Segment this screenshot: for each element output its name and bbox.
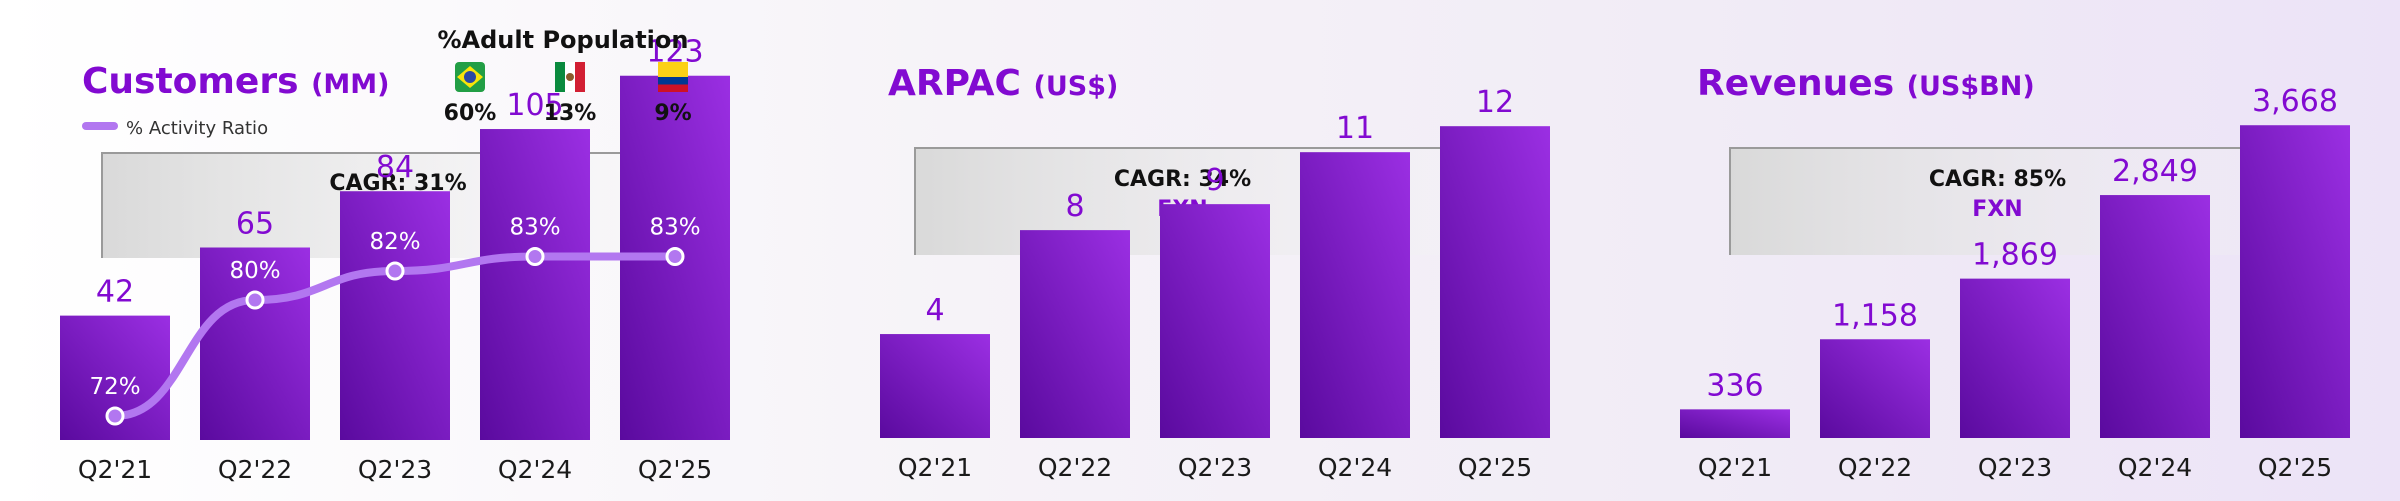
category-tick-label: Q2'25 — [638, 455, 712, 484]
chart-title: ARPAC (US$) — [888, 63, 1118, 104]
bar-3 — [340, 191, 450, 440]
customers-chart: Customers (MM) CAGR: 31% 42 Q2'21 65 Q2'22 84 Q… — [0, 0, 800, 501]
cagr-note: FXN — [1972, 197, 2022, 222]
chart-title-text: ARPAC — [888, 63, 1033, 104]
bar-2 — [1820, 339, 1930, 438]
bar-4 — [2100, 195, 2210, 438]
category-tick-label: Q2'24 — [1318, 453, 1392, 482]
category-tick-label: Q2'23 — [1978, 453, 2052, 482]
revenues-chart-svg: Revenues (US$BN) CAGR: 85% FXN 336 Q2'21 1,15… — [1680, 63, 2350, 482]
activity-ratio-label: 82% — [369, 229, 420, 255]
activity-ratio-point-1 — [105, 406, 125, 426]
arpac-chart-svg: ARPAC (US$)CAGR: 34%FXN4Q2'218Q2'229Q2'2… — [880, 63, 1550, 482]
category-tick-label: Q2'23 — [358, 455, 432, 484]
bar-value-label: 9 — [1205, 163, 1224, 198]
category-tick-label: Q2'22 — [1038, 453, 1112, 482]
colombia-flag-icon — [658, 62, 688, 92]
bar-value-label: 105 — [506, 88, 563, 123]
adult-population-value: 9% — [654, 101, 691, 126]
activity-ratio-label: 83% — [509, 215, 560, 241]
bar-value-label: 3,668 — [2252, 84, 2338, 119]
category-tick-label: Q2'22 — [218, 455, 292, 484]
activity-ratio-label: 83% — [649, 215, 700, 241]
cagr-arrow-line — [1729, 147, 2305, 255]
brazil-flag-icon — [455, 62, 485, 92]
bar-2 — [200, 247, 310, 440]
bar-value-label: 4 — [925, 293, 944, 328]
bar-value-label: 65 — [236, 207, 274, 242]
category-tick-label: Q2'24 — [498, 455, 572, 484]
adult-population-title: %Adult Population — [438, 26, 689, 54]
activity-ratio-point-4 — [525, 247, 545, 266]
chart-title: Customers (MM) — [82, 61, 389, 102]
bar-5 — [1440, 126, 1550, 439]
category-tick-label: Q2'21 — [898, 453, 972, 482]
adult-population-value: 13% — [544, 101, 597, 126]
bar-4 — [1300, 152, 1410, 439]
legend-label: % Activity Ratio — [126, 118, 268, 139]
category-tick-label: Q2'25 — [2258, 453, 2332, 482]
category-tick-label: Q2'25 — [1458, 453, 1532, 482]
bar-4 — [480, 129, 590, 441]
bar-5 — [2240, 125, 2350, 439]
activity-ratio-label: 80% — [229, 258, 280, 284]
bar-value-label: 1,869 — [1972, 238, 2058, 273]
bar-value-label: 2,849 — [2112, 154, 2198, 189]
bar-value-label: 42 — [96, 275, 134, 310]
chart-title-unit: (US$) — [1033, 71, 1118, 102]
category-tick-label: Q2'21 — [78, 455, 152, 484]
legend-swatch — [82, 122, 118, 130]
activity-ratio-label: 72% — [89, 374, 140, 400]
chart-title-text: Revenues — [1697, 63, 1907, 104]
category-tick-label: Q2'23 — [1178, 453, 1252, 482]
revenues-chart: Revenues (US$BN) CAGR: 85% FXN 336 Q2'21 1,15… — [1600, 0, 2400, 501]
chart-title: Revenues (US$BN) — [1697, 63, 2035, 104]
bar-1 — [1680, 409, 1790, 438]
customers-chart-svg: Customers (MM)CAGR: 31%42Q2'2165Q2'2284Q… — [60, 26, 730, 484]
chart-title-text: Customers — [82, 61, 311, 102]
mexico-flag-icon — [555, 62, 585, 92]
arpac-chart: ARPAC (US$)CAGR: 34%FXN4Q2'218Q2'229Q2'2… — [800, 0, 1600, 501]
bar-3 — [1160, 204, 1270, 438]
bar-value-label: 11 — [1336, 111, 1374, 146]
cagr-arrow-line — [914, 147, 1490, 255]
cagr-label: CAGR: 85% — [1929, 167, 2066, 192]
category-tick-label: Q2'22 — [1838, 453, 1912, 482]
bar-value-label: 336 — [1706, 368, 1763, 403]
activity-ratio-point-3 — [385, 261, 405, 281]
adult-population-value: 60% — [444, 101, 497, 126]
bar-3 — [1960, 278, 2070, 438]
bar-2 — [1020, 230, 1130, 438]
chart-title-unit: (MM) — [311, 69, 389, 100]
activity-ratio-point-2 — [245, 290, 265, 310]
activity-ratio-line — [111, 252, 679, 420]
bar-value-label: 84 — [376, 150, 414, 185]
bar-value-label: 1,158 — [1832, 298, 1918, 333]
cagr-label: CAGR: 34% — [1114, 167, 1251, 192]
bar-1 — [880, 334, 990, 438]
bar-value-label: 8 — [1065, 189, 1084, 224]
category-tick-label: Q2'21 — [1698, 453, 1772, 482]
bar-value-label: 12 — [1476, 85, 1514, 120]
activity-ratio-point-5 — [665, 247, 685, 266]
chart-title-unit: (US$BN) — [1907, 71, 2035, 102]
category-tick-label: Q2'24 — [2118, 453, 2192, 482]
